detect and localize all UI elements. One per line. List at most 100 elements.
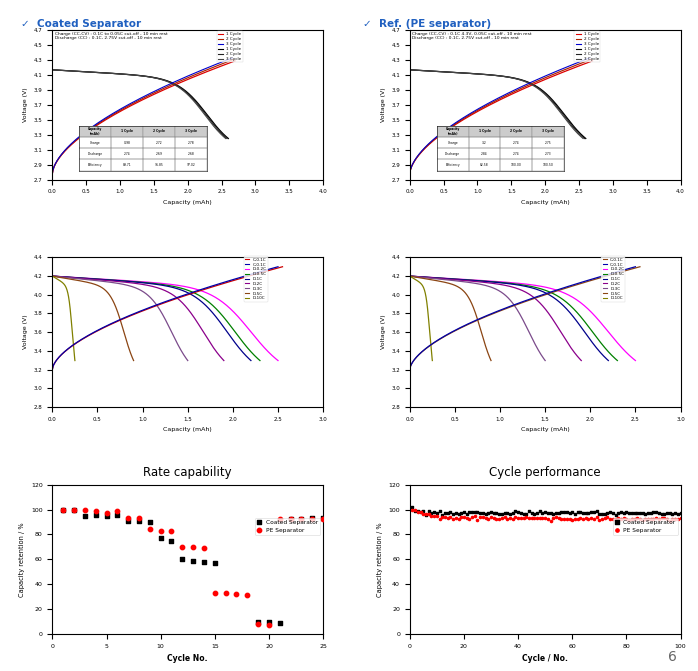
Y-axis label: Capacity retention / %: Capacity retention / % bbox=[377, 522, 383, 597]
Coated Separator bbox=[556, 507, 567, 518]
Coated Separator bbox=[144, 517, 156, 527]
PE Separator bbox=[423, 509, 434, 519]
PE Separator bbox=[574, 513, 586, 524]
Coated Separator bbox=[558, 507, 570, 517]
Coated Separator bbox=[588, 506, 600, 517]
X-axis label: Capacity (mAh): Capacity (mAh) bbox=[163, 200, 212, 205]
X-axis label: Capacity (mAh): Capacity (mAh) bbox=[163, 427, 212, 432]
Coated Separator bbox=[645, 508, 656, 519]
PE Separator bbox=[80, 504, 91, 515]
Coated Separator bbox=[577, 508, 588, 519]
Coated Separator bbox=[466, 507, 477, 517]
Coated Separator bbox=[542, 507, 554, 518]
PE Separator bbox=[475, 511, 486, 522]
Coated Separator bbox=[423, 505, 434, 516]
Coated Separator bbox=[548, 509, 559, 519]
Coated Separator bbox=[407, 502, 418, 513]
Coated Separator bbox=[545, 508, 556, 519]
Coated Separator bbox=[570, 509, 581, 519]
PE Separator bbox=[58, 504, 69, 515]
Coated Separator bbox=[485, 507, 496, 517]
Coated Separator bbox=[453, 508, 464, 519]
PE Separator bbox=[651, 513, 662, 523]
Coated Separator bbox=[583, 508, 594, 519]
PE Separator bbox=[413, 507, 424, 517]
Coated Separator bbox=[623, 508, 634, 519]
PE Separator bbox=[445, 512, 456, 523]
Coated Separator bbox=[429, 507, 440, 518]
PE Separator bbox=[447, 513, 459, 524]
PE Separator bbox=[640, 513, 651, 524]
Coated Separator bbox=[561, 507, 572, 517]
PE Separator bbox=[491, 513, 502, 524]
Coated Separator bbox=[445, 506, 456, 517]
PE Separator bbox=[502, 513, 513, 524]
PE Separator bbox=[512, 513, 524, 523]
PE Separator bbox=[274, 514, 285, 525]
Coated Separator bbox=[599, 508, 610, 519]
Coated Separator bbox=[651, 507, 662, 517]
Coated Separator bbox=[410, 505, 421, 516]
Coated Separator bbox=[507, 507, 518, 518]
PE Separator bbox=[583, 513, 594, 524]
PE Separator bbox=[667, 513, 678, 524]
PE Separator bbox=[556, 513, 567, 524]
Coated Separator bbox=[285, 514, 296, 525]
PE Separator bbox=[472, 514, 483, 525]
Coated Separator bbox=[672, 509, 683, 519]
Coated Separator bbox=[640, 509, 651, 519]
Coated Separator bbox=[450, 507, 461, 518]
PE Separator bbox=[570, 514, 581, 525]
Text: 6: 6 bbox=[668, 650, 677, 664]
PE Separator bbox=[553, 513, 564, 523]
PE Separator bbox=[488, 513, 499, 523]
PE Separator bbox=[623, 515, 634, 525]
PE Separator bbox=[209, 588, 221, 599]
PE Separator bbox=[434, 513, 445, 524]
Coated Separator bbox=[459, 507, 470, 517]
Coated Separator bbox=[440, 508, 451, 519]
PE Separator bbox=[166, 525, 177, 536]
Coated Separator bbox=[472, 507, 483, 517]
Coated Separator bbox=[68, 504, 80, 515]
Y-axis label: Voltage (V): Voltage (V) bbox=[23, 315, 29, 350]
PE Separator bbox=[496, 512, 507, 523]
PE Separator bbox=[521, 512, 532, 523]
Coated Separator bbox=[632, 507, 643, 518]
Coated Separator bbox=[618, 507, 630, 518]
Coated Separator bbox=[90, 509, 101, 520]
Coated Separator bbox=[540, 507, 551, 517]
PE Separator bbox=[588, 513, 600, 524]
PE Separator bbox=[253, 619, 264, 629]
PE Separator bbox=[537, 513, 548, 523]
PE Separator bbox=[642, 513, 653, 524]
PE Separator bbox=[604, 514, 616, 525]
Coated Separator bbox=[616, 507, 627, 517]
Coated Separator bbox=[493, 508, 505, 519]
Text: Charge (CC-CV) : 0.1C 4.3V, 0.05C cut-off , 10 min rest
Discharge (CC) : 0.1C, 2: Charge (CC-CV) : 0.1C 4.3V, 0.05C cut-of… bbox=[413, 32, 532, 40]
Coated Separator bbox=[447, 509, 459, 519]
Coated Separator bbox=[656, 508, 667, 519]
Coated Separator bbox=[512, 507, 524, 517]
PE Separator bbox=[675, 513, 686, 524]
PE Separator bbox=[90, 505, 101, 516]
PE Separator bbox=[518, 513, 529, 523]
PE Separator bbox=[485, 512, 496, 523]
Coated Separator bbox=[526, 507, 537, 518]
PE Separator bbox=[567, 514, 578, 525]
Coated Separator bbox=[413, 506, 424, 517]
Coated Separator bbox=[431, 507, 443, 518]
Coated Separator bbox=[420, 509, 431, 520]
PE Separator bbox=[545, 515, 556, 526]
PE Separator bbox=[112, 505, 123, 516]
PE Separator bbox=[664, 515, 675, 526]
Coated Separator bbox=[434, 506, 445, 517]
PE Separator bbox=[656, 512, 667, 523]
PE Separator bbox=[669, 513, 681, 524]
PE Separator bbox=[564, 513, 575, 524]
Coated Separator bbox=[580, 507, 591, 518]
Coated Separator bbox=[669, 508, 681, 519]
Coated Separator bbox=[112, 509, 123, 520]
PE Separator bbox=[602, 511, 613, 522]
PE Separator bbox=[480, 512, 491, 523]
